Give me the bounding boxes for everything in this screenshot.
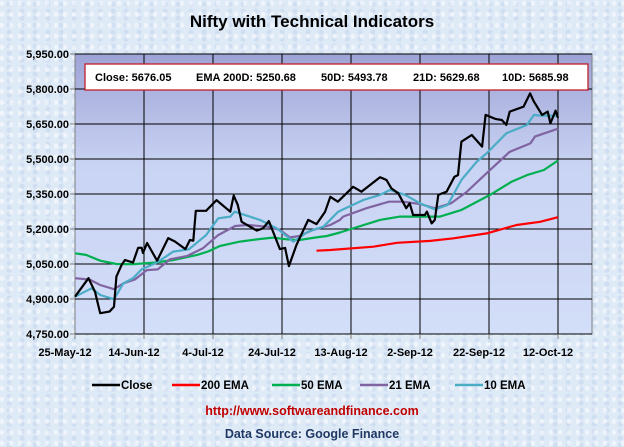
series-line-21-ema bbox=[74, 127, 559, 291]
legend-label: Close bbox=[121, 380, 152, 392]
y-tick-label: 5,350.00 bbox=[26, 189, 69, 201]
y-tick-label: 4,750.00 bbox=[26, 329, 69, 341]
legend-item: Close bbox=[92, 380, 152, 392]
y-tick-label: 5,050.00 bbox=[26, 259, 69, 271]
x-tick-label: 24-Jul-12 bbox=[248, 347, 296, 359]
y-tick-label: 5,650.00 bbox=[26, 119, 69, 131]
y-tick-label: 5,950.00 bbox=[26, 49, 69, 61]
legend-item: 10 EMA bbox=[455, 380, 526, 392]
series-line-close bbox=[74, 92, 560, 315]
info-box: Close: 5676.05 EMA 200D: 5250.68 50D: 54… bbox=[84, 63, 589, 91]
legend: Close 200 EMA 50 EMA 21 EMA 10 EMA bbox=[92, 380, 526, 392]
y-tick-label: 4,900.00 bbox=[26, 294, 69, 306]
series-line-200-ema bbox=[316, 216, 559, 252]
info-ema-50: 50D: 5493.78 bbox=[321, 72, 388, 84]
info-ema-21: 21D: 5629.68 bbox=[413, 72, 480, 84]
info-ema-200: EMA 200D: 5250.68 bbox=[196, 72, 296, 84]
y-tick-label: 5,800.00 bbox=[26, 84, 69, 96]
legend-label: 200 EMA bbox=[201, 380, 249, 392]
chart-title: Nifty with Technical Indicators bbox=[190, 12, 434, 31]
x-tick-label: 4-Jul-12 bbox=[182, 347, 224, 359]
series-lines bbox=[74, 92, 560, 315]
x-tick-label: 25-May-12 bbox=[38, 347, 91, 359]
legend-label: 21 EMA bbox=[389, 380, 431, 392]
x-axis: 25-May-12 14-Jun-12 4-Jul-12 24-Jul-12 13-Au… bbox=[38, 334, 573, 359]
data-source: Data Source: Google Finance bbox=[225, 427, 399, 441]
info-ema-10: 10D: 5685.98 bbox=[502, 72, 569, 84]
legend-item: 21 EMA bbox=[360, 380, 431, 392]
legend-label: 50 EMA bbox=[301, 380, 343, 392]
x-tick-label: 12-Oct-12 bbox=[523, 347, 573, 359]
x-tick-label: 13-Aug-12 bbox=[314, 347, 367, 359]
info-close: Close: 5676.05 bbox=[95, 72, 171, 84]
x-tick-label: 2-Sep-12 bbox=[387, 347, 433, 359]
y-axis: 4,750.00 4,900.00 5,050.00 5,200.00 5,350.00… bbox=[26, 49, 75, 341]
y-tick-label: 5,500.00 bbox=[26, 154, 69, 166]
legend-item: 200 EMA bbox=[172, 380, 249, 392]
x-tick-label: 22-Sep-12 bbox=[453, 347, 505, 359]
source-url: http://www.softwareandfinance.com bbox=[205, 404, 418, 418]
legend-label: 10 EMA bbox=[484, 380, 526, 392]
series-line-10-ema bbox=[74, 113, 558, 301]
y-tick-label: 5,200.00 bbox=[26, 224, 69, 236]
legend-item: 50 EMA bbox=[272, 380, 343, 392]
x-tick-label: 14-Jun-12 bbox=[108, 347, 159, 359]
